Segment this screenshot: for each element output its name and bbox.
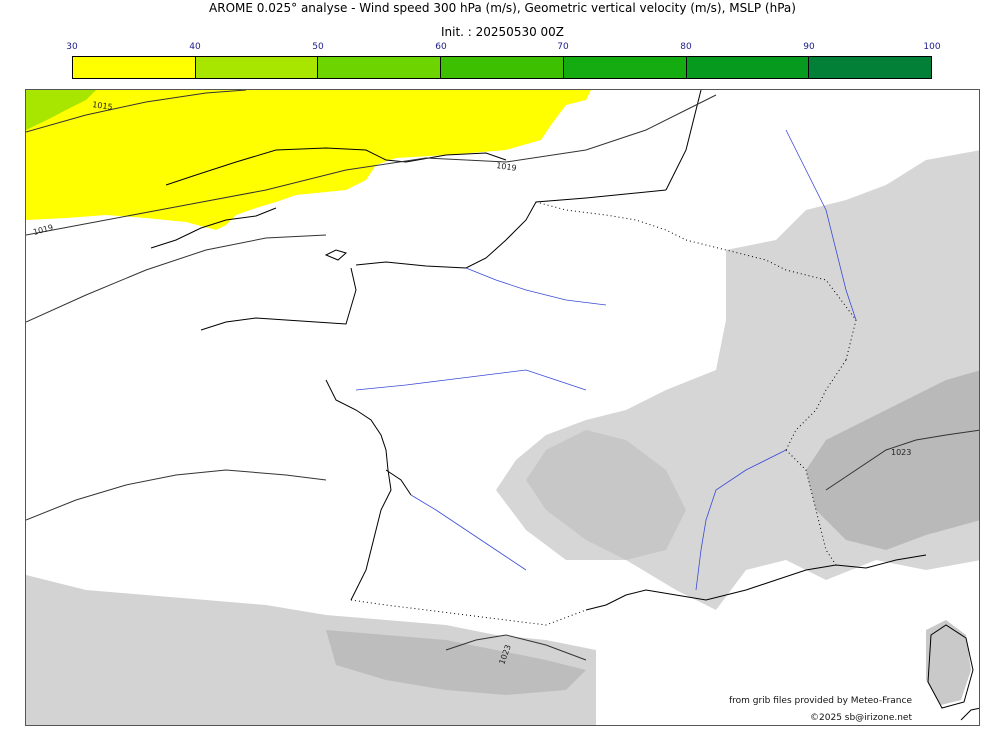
netherlands-coast <box>665 90 702 191</box>
colorbar-tick: 60 <box>435 42 447 52</box>
isobar-1015 <box>26 90 247 133</box>
isobar-1023-pyrenees <box>445 634 587 661</box>
isobar-label: 1019 <box>32 223 54 237</box>
wind-speed-colorbar <box>72 56 932 79</box>
sardinia-coast <box>960 707 979 721</box>
isobar-1019-west <box>26 234 327 323</box>
atlantic-coast-france <box>325 379 392 601</box>
colorbar-tick: 40 <box>189 42 201 52</box>
alps-dark-shade <box>806 370 979 550</box>
colorbar-segment <box>686 57 810 78</box>
gironde-estuary <box>385 469 412 496</box>
colorbar-tick: 80 <box>680 42 692 52</box>
colorbar-segment <box>195 57 319 78</box>
colorbar-tick: 30 <box>66 42 78 52</box>
data-source-credit: from grib files provided by Meteo-France <box>728 696 912 706</box>
colorbar-segment <box>318 57 442 78</box>
colorbar-tick: 100 <box>923 42 941 52</box>
colorbar-tick: 90 <box>803 42 815 52</box>
garonne-river <box>410 494 527 571</box>
jet-stream-fill <box>26 90 591 230</box>
cornwall-coast <box>150 207 277 249</box>
england-south-coast <box>165 147 507 186</box>
terrain-shading <box>26 150 979 725</box>
massif-central-shade <box>526 430 686 560</box>
isobar-1023-alps <box>825 429 979 491</box>
isobar-label: 1015 <box>92 100 113 112</box>
isobars <box>26 90 979 661</box>
init-time: Init. : 20250530 00Z <box>440 25 565 39</box>
pyrenees-dark-shade <box>326 630 586 695</box>
rhine-river <box>785 129 857 321</box>
loire-river <box>355 369 587 391</box>
jersey-islands <box>324 249 348 261</box>
france-spain-border <box>350 599 587 626</box>
seine-river <box>465 267 607 306</box>
weather-map: 1015 1019 1019 1023 1023 <box>25 89 980 726</box>
brittany-coast <box>200 267 357 331</box>
map-canvas: 1015 1019 1019 1023 1023 <box>26 90 979 725</box>
colorbar-tick: 70 <box>557 42 569 52</box>
france-switzerland-border <box>785 359 847 451</box>
wind-30-40-area <box>26 90 591 230</box>
isobar-label: 1019 <box>496 161 517 173</box>
chart-title: AROME 0.025° analyse - Wind speed 300 hP… <box>209 1 796 15</box>
rivers <box>355 129 857 591</box>
colorbar-tick: 50 <box>312 42 324 52</box>
isobar-label: 1023 <box>891 448 911 457</box>
colorbar-segment <box>809 57 932 78</box>
channel-coast-france <box>355 189 667 269</box>
wind-40-50-area <box>26 90 96 130</box>
rhone-river <box>695 449 787 591</box>
colorbar-segment <box>563 57 687 78</box>
france-belgium-border <box>535 201 687 241</box>
copyright-credit: ©2025 sb@irizone.net <box>810 713 912 723</box>
isobar-1019-north <box>26 94 717 236</box>
colorbar-segment <box>441 57 564 78</box>
coastlines <box>150 90 979 721</box>
corsica-coast <box>927 624 974 709</box>
isobar-1019-atlantic <box>26 469 327 521</box>
mediterranean-coast <box>585 554 927 611</box>
corsica-shade <box>926 620 971 705</box>
colorbar-segment <box>73 57 196 78</box>
france-italy-border <box>785 449 837 566</box>
